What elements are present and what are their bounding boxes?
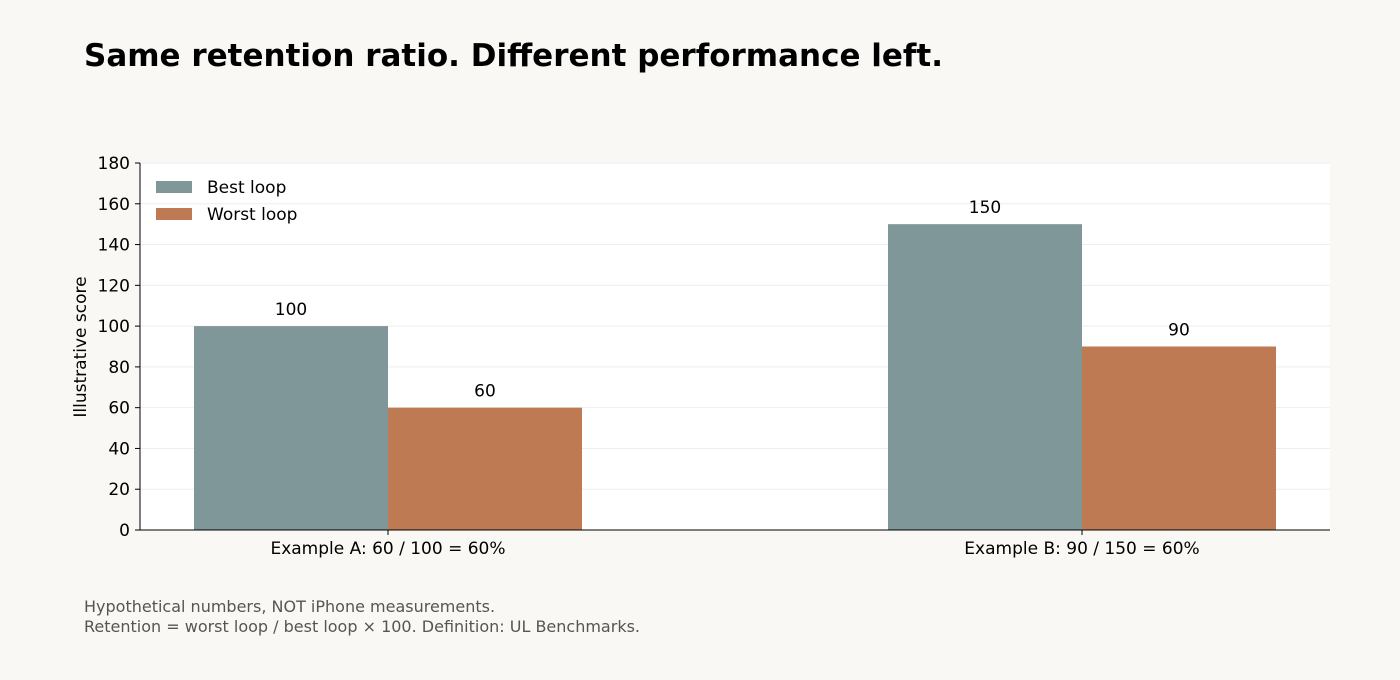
axes: 0 20 40 60 80 100 120 140 160 180 Example A: 60 / … — [98, 154, 1330, 559]
y-tick-label: 20 — [108, 480, 130, 500]
bar-value-label: 150 — [969, 198, 1001, 218]
y-tick-label: 40 — [108, 439, 130, 459]
y-tick-label: 120 — [98, 276, 130, 296]
y-tick-label: 80 — [108, 358, 130, 378]
data-labels: 100 60 150 90 — [275, 198, 1190, 401]
bar-value-label: 100 — [275, 300, 307, 320]
y-tick-label: 140 — [98, 236, 130, 256]
legend-label: Worst loop — [207, 205, 297, 225]
chart-title: Same retention ratio. Different performa… — [84, 38, 943, 74]
legend-swatch — [156, 181, 192, 193]
bar — [388, 407, 582, 530]
y-tick-label: 160 — [98, 195, 130, 215]
legend-label: Best loop — [207, 178, 286, 198]
legend-swatch — [156, 208, 192, 220]
y-tick-label: 100 — [98, 317, 130, 337]
y-tick-label: 0 — [119, 521, 130, 541]
y-tick-label: 60 — [108, 399, 130, 419]
y-axis-label: Illustrative score — [71, 276, 91, 417]
bar-value-label: 90 — [1168, 321, 1190, 341]
bar-value-label: 60 — [474, 382, 496, 402]
bar — [194, 326, 388, 530]
bar — [888, 224, 1082, 530]
bars — [194, 224, 1276, 530]
y-tick-label: 180 — [98, 154, 130, 174]
x-tick-label: Example A: 60 / 100 = 60% — [270, 539, 505, 559]
footnote-definition: Retention = worst loop / best loop × 100… — [84, 617, 640, 636]
footnote-disclaimer: Hypothetical numbers, NOT iPhone measure… — [84, 597, 496, 616]
x-tick-label: Example B: 90 / 150 = 60% — [964, 539, 1199, 559]
legend: Best loop Worst loop — [156, 178, 297, 225]
bar — [1082, 346, 1276, 530]
